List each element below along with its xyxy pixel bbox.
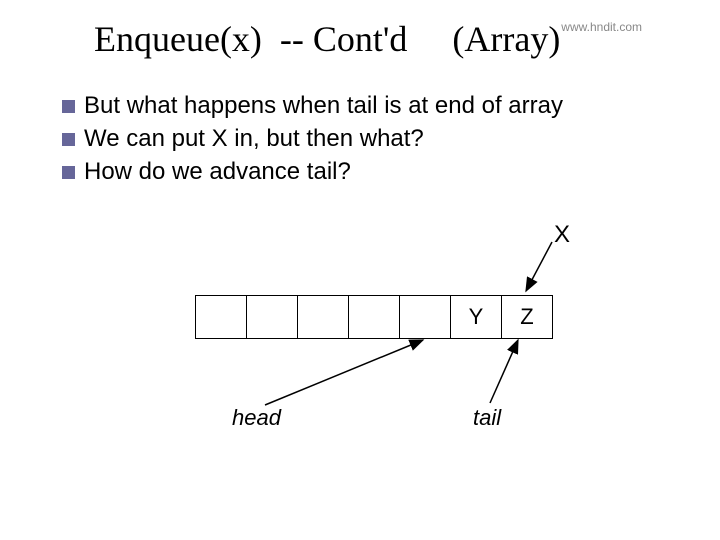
array-cell <box>349 296 400 338</box>
watermark-url: www.hndit.com <box>561 20 642 34</box>
array-cell <box>196 296 247 338</box>
array-cell <box>400 296 451 338</box>
array-diagram: Y Z <box>195 295 553 339</box>
bullet-icon <box>62 100 75 113</box>
bullet-text: But what happens when tail is at end of … <box>84 92 563 119</box>
bullet-icon <box>62 133 75 146</box>
arrows-overlay <box>0 0 720 540</box>
bullet-text: How do we advance tail? <box>84 158 351 185</box>
bullet-list: But what happens when tail is at end of … <box>62 90 642 190</box>
array-cell <box>247 296 298 338</box>
x-arrow-icon <box>526 242 552 291</box>
array-cell <box>298 296 349 338</box>
head-arrow-icon <box>265 340 423 405</box>
bullet-icon <box>62 166 75 179</box>
array-cell: Z <box>502 296 552 338</box>
head-pointer-label: head <box>232 405 281 431</box>
tail-arrow-icon <box>490 340 518 403</box>
slide-title: Enqueue(x) -- Cont'd (Array) <box>94 18 560 60</box>
array-cell: Y <box>451 296 502 338</box>
x-value-label: X <box>554 221 570 249</box>
bullet-text: We can put X in, but then what? <box>84 125 424 152</box>
tail-pointer-label: tail <box>473 405 501 431</box>
